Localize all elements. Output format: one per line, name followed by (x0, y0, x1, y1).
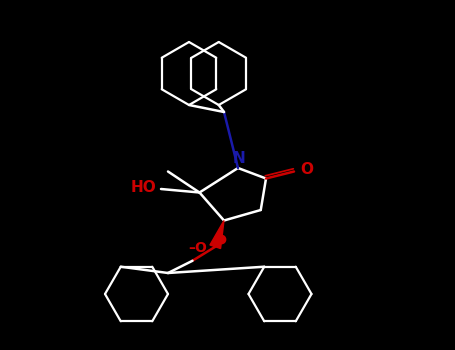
Polygon shape (210, 220, 224, 248)
Text: –O: –O (189, 241, 207, 255)
Text: HO: HO (131, 180, 157, 195)
Text: N: N (233, 152, 245, 166)
Text: O: O (300, 162, 313, 177)
